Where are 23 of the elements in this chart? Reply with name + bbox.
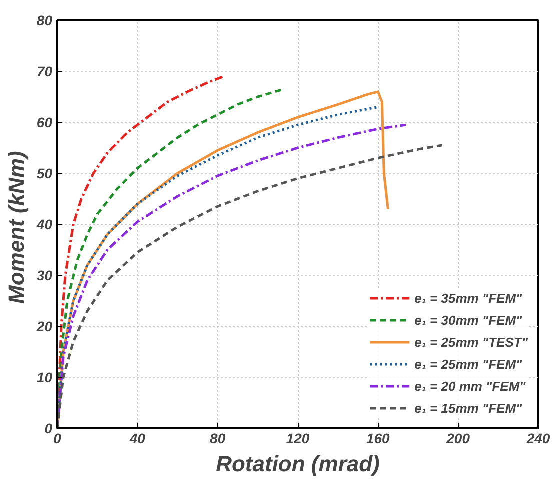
x-tick-label: 200 [446,430,470,446]
y-tick-label: 20 [36,318,53,334]
legend-label: e₁ = 30mm "FEM" [414,312,522,328]
x-tick-label: 40 [128,430,146,446]
x-tick-label: 240 [526,430,550,446]
legend-label: e₁ = 25mm "TEST" [414,334,528,350]
y-tick-label: 50 [36,166,53,182]
legend-label: e₁ = 15mm "FEM" [414,400,522,416]
x-tick-label: 120 [286,430,310,446]
y-tick-label: 80 [36,12,53,28]
legend-label: e₁ = 20 mm "FEM" [414,378,526,394]
y-axis-title: Moment (kNm) [4,151,29,304]
y-tick-label: 40 [36,216,53,232]
x-axis-title: Rotation (mrad) [216,452,380,476]
y-tick-label: 0 [44,420,53,436]
x-tick-label: 160 [366,430,390,446]
y-tick-label: 60 [36,114,53,130]
legend-label: e₁ = 35mm "FEM" [414,290,522,306]
y-tick-label: 70 [36,64,53,80]
y-tick-label: 10 [36,370,53,386]
x-tick-label: 80 [210,430,226,446]
y-tick-label: 30 [36,268,53,284]
legend-label: e₁ = 25mm "FEM" [414,356,522,372]
